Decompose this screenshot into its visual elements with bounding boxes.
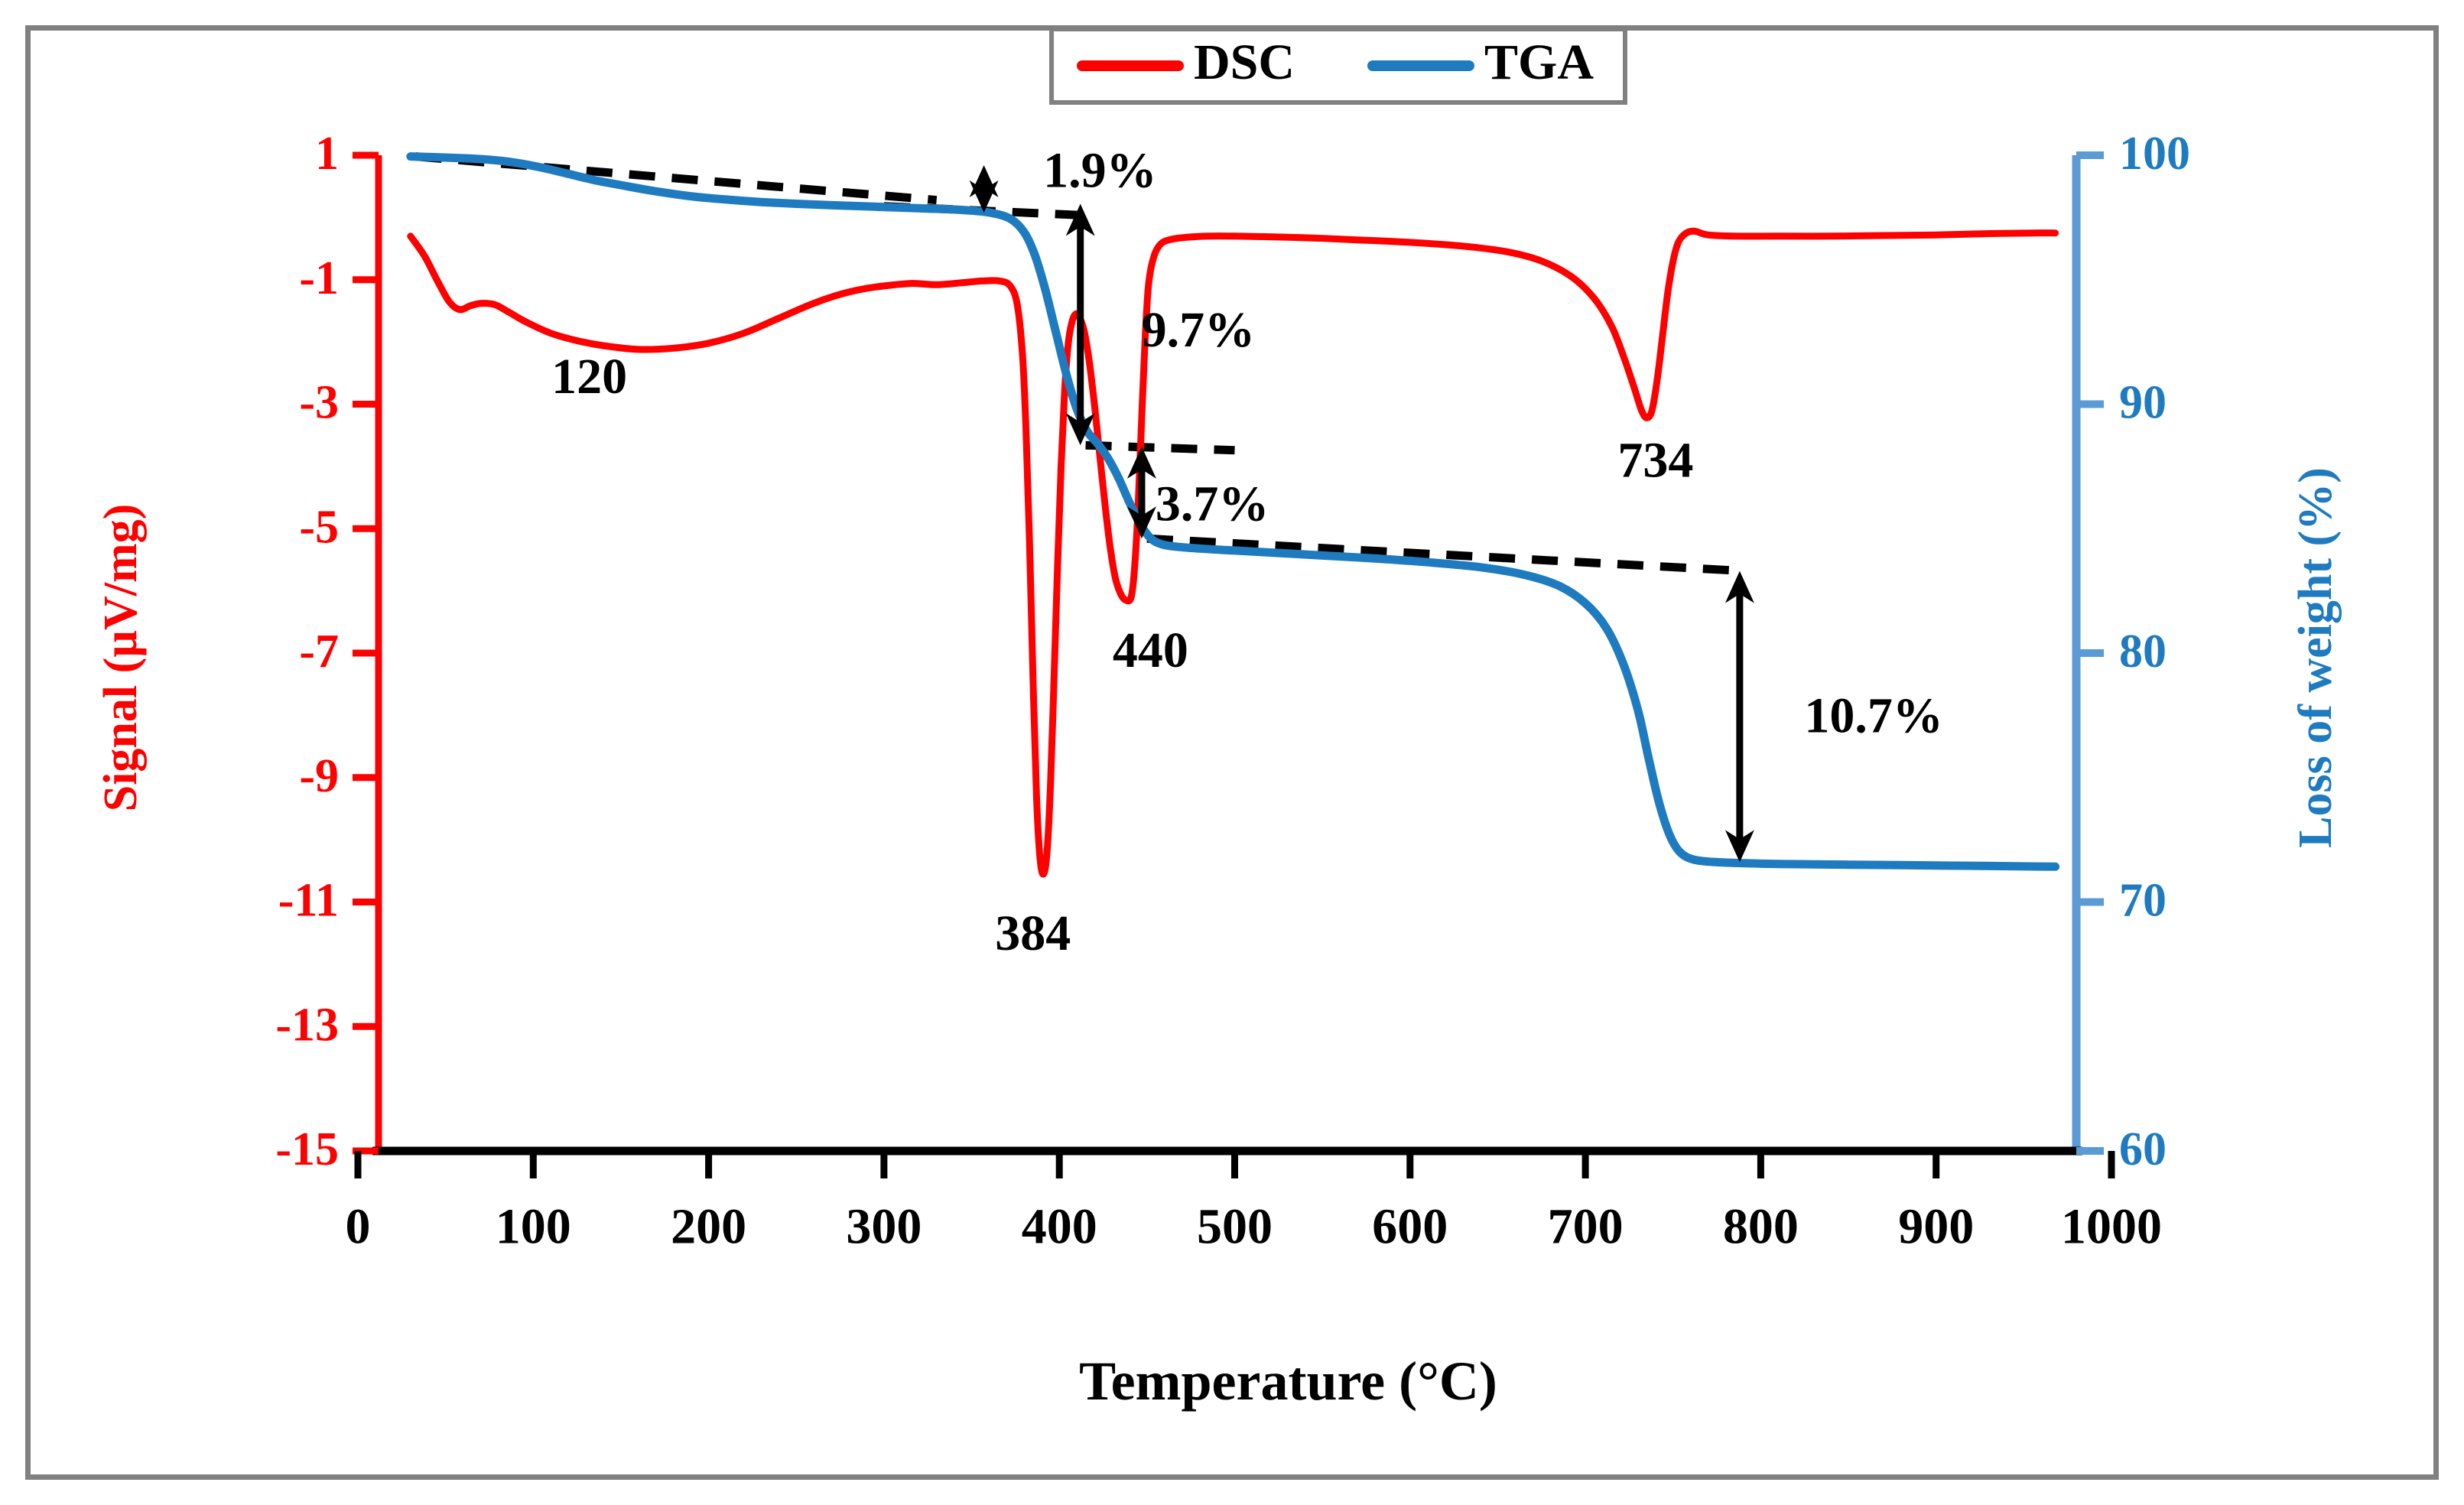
x-tick-label-200: 200	[671, 1198, 746, 1254]
annotation-label-19: 1.9%	[1043, 143, 1157, 199]
x-tick-label-500: 500	[1197, 1198, 1273, 1254]
left-tick-label--9: -9	[299, 750, 339, 802]
arrow-10.7	[1724, 570, 1754, 863]
right-tick-label-80: 80	[2119, 626, 2167, 678]
baseline-4	[1146, 534, 1744, 576]
baseline-3	[1085, 440, 1235, 455]
arrow-1.9-head-bottom	[969, 180, 999, 213]
arrow-3.7-head-top	[1126, 446, 1156, 479]
left-tick-label--15: -15	[275, 1123, 339, 1175]
legend-label-dsc: DSC	[1194, 34, 1295, 90]
left-tick-label--5: -5	[299, 501, 339, 553]
peak-label-384: 384	[995, 905, 1071, 961]
right-tick-label-100: 100	[2119, 128, 2190, 180]
x-tick-label-0: 0	[346, 1198, 371, 1254]
right-tick-label-60: 60	[2119, 1123, 2167, 1175]
series-dsc-line	[407, 227, 2059, 878]
axes-layer	[353, 151, 2115, 1178]
right-axis-title: Loss of weight (%)	[2290, 467, 2342, 848]
peak-label-440: 440	[1113, 622, 1188, 678]
arrow-10.7-head-top	[1724, 570, 1754, 603]
arrow-9.7	[1065, 203, 1095, 446]
x-tick-label-1000: 1000	[2061, 1198, 2162, 1254]
x-tick-label-300: 300	[846, 1198, 922, 1254]
right-tick-label-90: 90	[2119, 377, 2167, 429]
arrow-1.9	[969, 165, 999, 213]
annotation-arrows-layer	[969, 165, 1754, 863]
left-tick-label--3: -3	[299, 377, 339, 429]
legend-label-tga: TGA	[1484, 34, 1594, 90]
peak-label-120: 120	[551, 349, 627, 405]
x-tick-label-900: 900	[1898, 1198, 1974, 1254]
x-axis-title: Temperature (°C)	[1079, 1351, 1497, 1412]
arrow-3.7-head-bottom	[1126, 506, 1156, 539]
left-tick-label--1: -1	[299, 252, 339, 304]
legend-box[interactable]	[1049, 27, 1627, 105]
right-tick-label-70: 70	[2119, 875, 2167, 927]
annotation-label-97: 9.7%	[1142, 302, 1256, 358]
left-tick-label-1: 1	[315, 128, 339, 180]
arrow-3.7	[1126, 446, 1156, 539]
x-tick-label-800: 800	[1723, 1198, 1799, 1254]
left-tick-label--11: -11	[278, 875, 339, 927]
left-axis-title: Signal (µV/mg)	[95, 504, 147, 812]
annotation-label-107: 10.7%	[1804, 687, 1943, 743]
x-tick-label-400: 400	[1022, 1198, 1097, 1254]
legend-layer[interactable]: DSC TGA	[1049, 27, 1627, 105]
left-tick-label--13: -13	[275, 999, 339, 1051]
x-tick-label-600: 600	[1372, 1198, 1448, 1254]
peak-label-734: 734	[1617, 433, 1693, 489]
x-tick-label-100: 100	[496, 1198, 571, 1254]
arrow-10.7-head-bottom	[1724, 830, 1754, 863]
annotation-label-37: 3.7%	[1156, 476, 1269, 532]
arrow-9.7-head-bottom	[1065, 413, 1095, 446]
arrow-9.7-head-top	[1065, 203, 1095, 236]
x-tick-label-700: 700	[1548, 1198, 1624, 1254]
left-tick-label--7: -7	[299, 626, 339, 678]
